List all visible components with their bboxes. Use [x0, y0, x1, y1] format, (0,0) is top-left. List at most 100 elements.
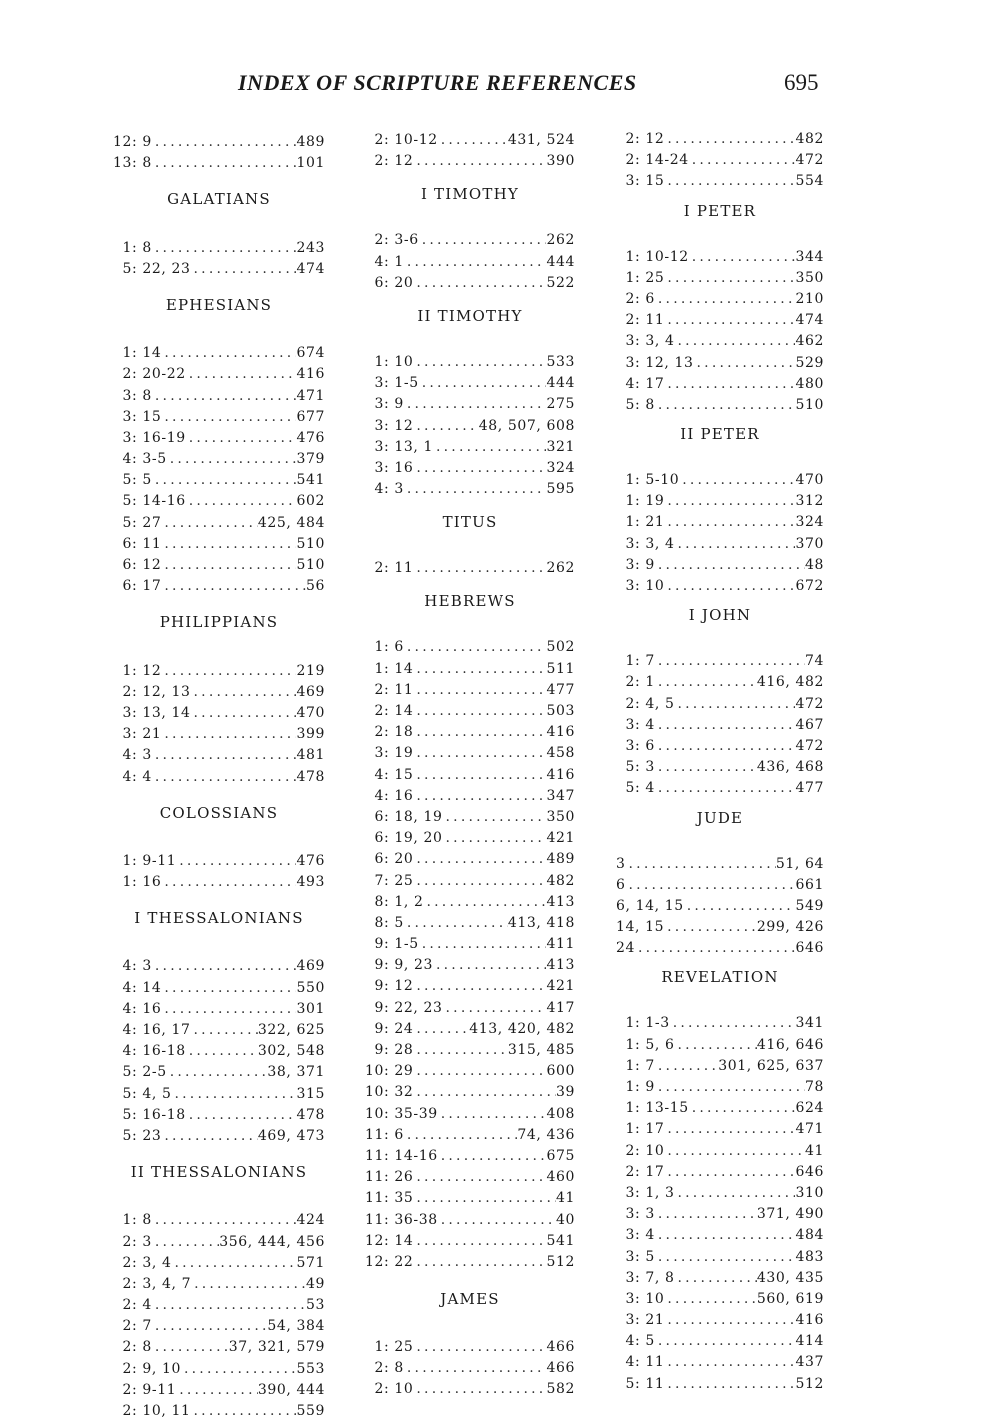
page-references: 493: [296, 874, 325, 891]
scripture-reference: 3: 7, 8: [625, 1269, 675, 1286]
page-references: 522: [546, 274, 575, 291]
dot-leader: ........................................: [406, 639, 547, 656]
index-entry: 2: 12...................................…: [616, 129, 824, 150]
page-references: 474: [296, 260, 325, 277]
page-references: 321: [546, 438, 575, 455]
index-entry: 1: 13-15................................…: [616, 1098, 824, 1119]
page-references: 624: [795, 1100, 824, 1117]
scripture-reference: 3: 3: [625, 1206, 655, 1223]
scripture-reference: 1: 21: [625, 514, 665, 531]
dot-leader: ........................................: [164, 345, 296, 362]
scripture-reference: 11: 14-16: [365, 1147, 438, 1164]
index-entry: 6: 20...................................…: [365, 273, 575, 294]
index-entry: 2: 20-22................................…: [113, 364, 325, 385]
scripture-reference: 3: 12: [374, 417, 414, 434]
page-references: 399: [296, 726, 325, 743]
dot-leader: ........................................: [416, 1232, 547, 1249]
dot-leader: ........................................: [657, 780, 796, 797]
index-column-2: 2: 10-12................................…: [365, 130, 575, 1401]
scripture-reference: 4: 3-5: [122, 451, 167, 468]
page-references: 672: [795, 578, 824, 594]
scripture-reference: 1: 9: [625, 1079, 655, 1095]
index-entry: 5: 4....................................…: [616, 778, 824, 799]
dot-leader: ........................................: [416, 560, 547, 577]
page-references: 677: [296, 408, 325, 425]
scripture-reference: 1: 14: [122, 345, 162, 362]
dot-leader: ........................................: [188, 366, 297, 383]
page-references: 347: [546, 787, 575, 804]
dot-leader: ........................................: [445, 999, 547, 1016]
index-entry: 1: 5, 6.................................…: [616, 1035, 824, 1056]
index-entry: 2: 8....................................…: [365, 1358, 575, 1379]
dot-leader: ........................................: [193, 704, 297, 721]
scripture-reference: 4: 3: [374, 481, 404, 498]
dot-leader: ........................................: [421, 936, 547, 953]
page-references: 481: [296, 747, 325, 764]
index-entry: 6: 11...................................…: [113, 534, 325, 555]
page-references: 41: [804, 1142, 824, 1159]
scripture-reference: 6: 17: [122, 578, 162, 595]
page-references: 489: [296, 134, 325, 150]
index-entry: 13: 8...................................…: [113, 153, 325, 174]
index-entry: 1: 25...................................…: [616, 268, 824, 289]
scripture-reference: 2: 14-24: [625, 152, 689, 169]
page-references: 341: [795, 1015, 824, 1032]
index-entry: 5: 23...................................…: [113, 1126, 325, 1147]
scripture-reference: 2: 9, 10: [122, 1360, 181, 1377]
dot-leader: ........................................: [174, 1085, 297, 1102]
heading-galatians: GALATIANS: [167, 190, 271, 209]
dot-leader: ........................................: [184, 1360, 297, 1377]
dot-leader: ........................................: [154, 747, 297, 764]
heading-ephesians: EPHESIANS: [165, 295, 273, 314]
scripture-reference: 2: 10: [374, 1381, 414, 1398]
dot-leader: ........................................: [667, 1121, 795, 1138]
scripture-reference: 5: 23: [122, 1127, 162, 1144]
index-entry: 4: 3-5..................................…: [113, 449, 325, 470]
dot-leader: ........................................: [164, 408, 296, 425]
dot-leader: ........................................: [445, 808, 547, 825]
dot-leader: ........................................: [406, 1360, 547, 1377]
dot-leader: ........................................: [154, 1339, 229, 1356]
index-entry: 2: 18...................................…: [365, 722, 575, 743]
page-references: 51, 64: [775, 855, 824, 872]
scripture-reference: 3: 21: [122, 726, 162, 743]
index-entry: 4: 1....................................…: [365, 252, 575, 273]
page-references: 424: [296, 1212, 325, 1229]
page-references: 483: [795, 1248, 824, 1265]
scripture-reference: 1: 25: [625, 269, 665, 286]
dot-leader: ........................................: [406, 396, 547, 413]
scripture-reference: 1: 6: [374, 639, 404, 656]
page-references: 541: [546, 1232, 575, 1249]
index-entry: 7: 25...................................…: [365, 871, 575, 892]
scripture-reference: 4: 16-18: [122, 1043, 186, 1060]
page-references: 324: [795, 514, 824, 531]
index-entry: 3: 12, 13...............................…: [616, 353, 824, 374]
dot-leader: ........................................: [164, 578, 306, 595]
dot-leader: ........................................: [440, 1147, 547, 1164]
index-entry: 3: 21...................................…: [113, 724, 325, 745]
index-entry: 3: 13, 1................................…: [365, 437, 575, 458]
page-references: 431, 524: [507, 132, 575, 148]
scripture-reference: 10: 35-39: [365, 1105, 438, 1122]
index-entry: 1: 12...................................…: [113, 661, 325, 682]
scripture-reference: 3: 19: [374, 745, 414, 762]
page-references: 421: [546, 830, 575, 847]
page-references: 356, 444, 456: [219, 1233, 325, 1250]
scripture-reference: 6: [616, 876, 626, 893]
dot-leader: ........................................: [696, 354, 796, 371]
scripture-reference: 6: 19, 20: [374, 830, 443, 847]
scripture-reference: 1: 10: [374, 353, 414, 370]
dot-leader: ........................................: [677, 1036, 757, 1053]
index-entry: 9: 12...................................…: [365, 976, 575, 997]
page-references: 469: [296, 958, 325, 975]
dot-leader: ........................................: [416, 681, 547, 698]
heading-hebrews: HEBREWS: [424, 592, 516, 611]
page-references: 472: [795, 695, 824, 712]
page-references: 469: [296, 683, 325, 700]
page-references: 416: [546, 766, 575, 783]
dot-leader: ........................................: [667, 919, 757, 936]
page-references: 502: [546, 639, 575, 656]
page-references: 40: [555, 1211, 575, 1228]
heading-revelation: REVELATION: [661, 968, 779, 987]
dot-leader: ........................................: [691, 152, 796, 169]
